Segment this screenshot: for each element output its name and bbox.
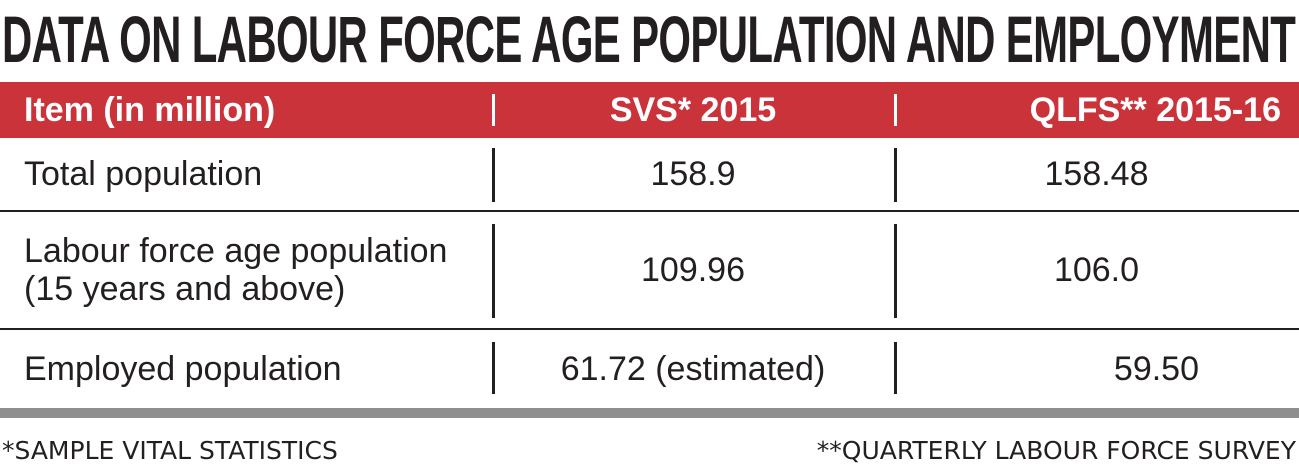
header-separator [894, 94, 897, 126]
row-qlfs-value: 158.48 [894, 138, 1299, 210]
row-item-line1: Labour force age population [24, 232, 448, 270]
column-separator [492, 342, 495, 394]
column-separator [492, 148, 495, 202]
qlfs-value: 59.50 [1113, 350, 1199, 388]
header-item: Item (in million) [24, 91, 276, 129]
header-separator [492, 94, 495, 126]
column-separator [492, 224, 495, 318]
column-separator [894, 342, 897, 394]
footnote-qlfs: **QUARTERLY LABOUR FORCE SURVEY [816, 436, 1296, 465]
svs-value: 61.72 (estimated) [560, 350, 826, 388]
row-item: Labour force age population (15 years an… [0, 212, 492, 328]
row-qlfs-value: 106.0 [894, 212, 1299, 328]
table-header-row: Item (in million) SVS* 2015 QLFS** 2015-… [0, 82, 1299, 138]
row-item: Total population [24, 155, 263, 193]
column-separator [894, 148, 897, 202]
qlfs-value: 106.0 [1053, 251, 1140, 289]
row-svs-value: 109.96 [492, 212, 894, 328]
header-svs-label: SVS* 2015 [609, 91, 777, 129]
row-svs-value: 158.9 [492, 138, 894, 210]
row-item-line2: (15 years and above) [24, 270, 346, 308]
page-title-text: DATA ON LABOUR FORCE AGE POPULATION AND … [2, 2, 1296, 76]
footnote-svs: *SAMPLE VITAL STATISTICS [2, 436, 338, 465]
svs-value: 109.96 [641, 251, 745, 289]
header-svs: SVS* 2015 [492, 82, 894, 138]
table-row: Total population 158.9 158.48 [0, 138, 1299, 212]
row-item: Employed population [24, 350, 342, 388]
row-qlfs-value: 59.50 [894, 330, 1299, 408]
column-separator [894, 224, 897, 318]
table-row: Labour force age population (15 years an… [0, 212, 1299, 330]
header-qlfs: QLFS** 2015-16 [894, 82, 1299, 138]
qlfs-value: 158.48 [1044, 155, 1149, 193]
page-title: DATA ON LABOUR FORCE AGE POPULATION AND … [2, 2, 1297, 76]
svs-value: 158.9 [650, 155, 736, 193]
table-row: Employed population 61.72 (estimated) 59… [0, 330, 1299, 408]
row-svs-value: 61.72 (estimated) [492, 330, 894, 408]
bottom-divider [0, 408, 1299, 418]
header-qlfs-label: QLFS** 2015-16 [1029, 91, 1281, 129]
